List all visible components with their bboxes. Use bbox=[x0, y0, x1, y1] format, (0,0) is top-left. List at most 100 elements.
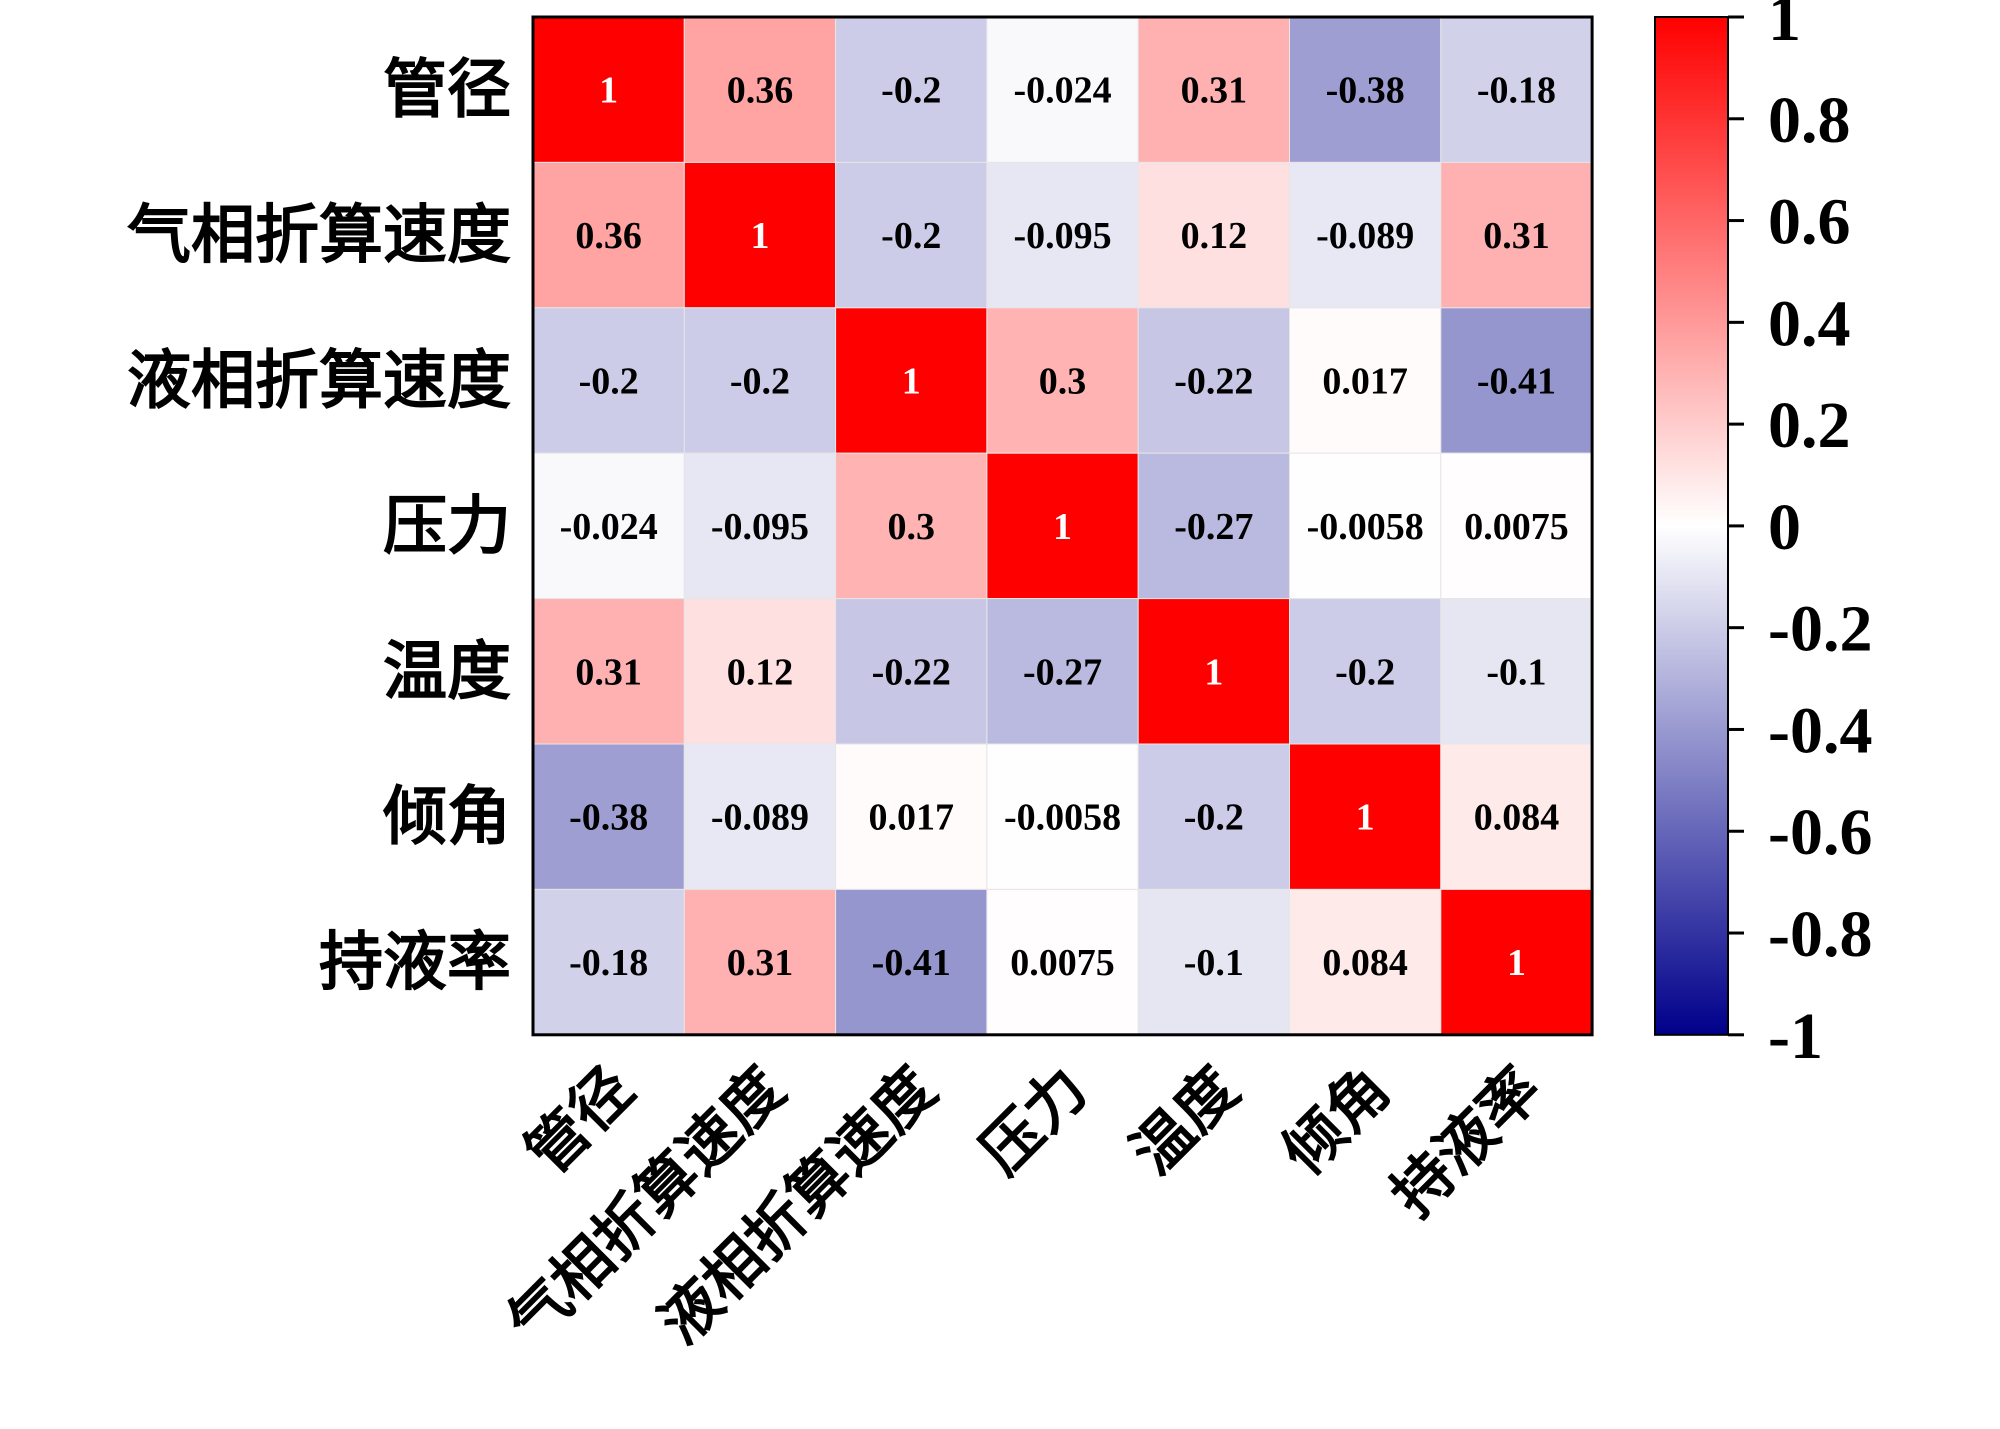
heatmap-cell bbox=[532, 452, 685, 600]
cell-value-label: 0.36 bbox=[575, 215, 642, 257]
heatmap-cell bbox=[532, 888, 685, 1036]
heatmap-cell bbox=[986, 16, 1139, 163]
heatmap-cell bbox=[835, 888, 988, 1036]
colorbar-tick-label: -0.6 bbox=[1768, 796, 1872, 869]
cell-value-label: -0.27 bbox=[1174, 506, 1253, 548]
heatmap-cell bbox=[532, 16, 685, 163]
cell-value-label: -0.22 bbox=[872, 651, 951, 693]
cell-value-label: -0.024 bbox=[1013, 70, 1111, 112]
cell-value-label: -0.38 bbox=[1326, 70, 1405, 112]
heatmap-cell bbox=[1137, 16, 1290, 163]
cell-value-label: 0.0075 bbox=[1010, 942, 1115, 984]
heatmap-cell bbox=[1440, 598, 1593, 745]
heatmap-cell bbox=[1289, 161, 1442, 309]
heatmap-cell bbox=[1440, 16, 1593, 163]
colorbar-tick-label: 0.2 bbox=[1768, 389, 1851, 462]
cell-value-label: -0.1 bbox=[1486, 651, 1546, 693]
cell-value-label: -0.41 bbox=[1477, 361, 1556, 403]
cell-value-label: -0.27 bbox=[1023, 651, 1102, 693]
colorbar-tick-label: -0.8 bbox=[1768, 898, 1872, 971]
heatmap-cell bbox=[1289, 888, 1442, 1036]
cell-value-label: -0.2 bbox=[579, 361, 639, 403]
cell-value-label: -0.2 bbox=[1184, 797, 1244, 839]
heatmap-cell bbox=[986, 307, 1139, 454]
cell-value-label: 0.0075 bbox=[1464, 506, 1569, 548]
colorbar-tick-label: -0.4 bbox=[1768, 694, 1872, 767]
cell-value-label: -0.089 bbox=[1316, 215, 1414, 257]
cell-value-label: 0.12 bbox=[727, 651, 794, 693]
heatmap-cell bbox=[835, 743, 988, 890]
cell-value-label: -0.2 bbox=[1335, 651, 1395, 693]
cell-value-label: 1 bbox=[1204, 651, 1223, 693]
heatmap-cell bbox=[683, 16, 837, 163]
column-label: 温度 bbox=[1118, 1054, 1252, 1188]
cell-value-label: 0.12 bbox=[1181, 215, 1248, 257]
cell-value-label: -0.095 bbox=[1013, 215, 1111, 257]
cell-value-label: -0.2 bbox=[881, 70, 941, 112]
cell-value-label: 1 bbox=[599, 70, 618, 112]
cell-value-label: 0.084 bbox=[1322, 942, 1408, 984]
heatmap-cell bbox=[1289, 307, 1442, 454]
cell-value-label: 0.36 bbox=[727, 70, 794, 112]
colorbar-tick-label: 1 bbox=[1768, 0, 1801, 55]
column-label: 管径 bbox=[513, 1054, 647, 1188]
column-label: 持液率 bbox=[1378, 1054, 1555, 1231]
column-label: 压力 bbox=[967, 1054, 1101, 1188]
heatmap-cell bbox=[835, 598, 988, 745]
cell-value-label: -0.18 bbox=[1477, 70, 1556, 112]
colorbar-tick-label: 0 bbox=[1768, 491, 1801, 564]
colorbar-tick-label: 0.4 bbox=[1768, 287, 1851, 360]
cell-value-label: 0.017 bbox=[1322, 361, 1408, 403]
heatmap-cell bbox=[1440, 743, 1593, 890]
row-label: 液相折算速度 bbox=[127, 345, 511, 419]
heatmap-cell bbox=[835, 307, 988, 454]
heatmap-cell bbox=[1137, 888, 1290, 1036]
cell-value-label: 0.31 bbox=[727, 942, 794, 984]
row-label: 管径 bbox=[383, 54, 511, 128]
heatmap-cell bbox=[835, 161, 988, 309]
heatmap-cell bbox=[1137, 743, 1290, 890]
cell-value-label: -0.1 bbox=[1184, 942, 1244, 984]
colorbar-tick-label: -0.2 bbox=[1768, 593, 1872, 666]
heatmap-cell bbox=[683, 743, 837, 890]
cell-value-label: -0.18 bbox=[569, 942, 648, 984]
cell-value-label: 0.31 bbox=[1181, 70, 1248, 112]
cell-value-label: 0.31 bbox=[1483, 215, 1550, 257]
heatmap-cell bbox=[1440, 452, 1593, 600]
colorbar-tick-label: 0.6 bbox=[1768, 186, 1851, 259]
row-label: 倾角 bbox=[382, 781, 511, 855]
heatmap-cells: 1 0.36 -0.2 -0.024 0.31 -0.38 -0.180.36 1 -0.2 -0… bbox=[532, 16, 1593, 1036]
cell-value-label: -0.089 bbox=[711, 797, 809, 839]
heatmap-cell bbox=[532, 598, 685, 745]
row-label: 压力 bbox=[383, 490, 511, 564]
colorbar: 1 0.8 0.6 0.4 0.2 0 -0.2 -0.4 -0.6 -0.8 -1 bbox=[1654, 0, 1872, 1073]
heatmap-cell bbox=[1440, 307, 1593, 454]
cell-value-label: -0.2 bbox=[730, 361, 790, 403]
heatmap-cell bbox=[1440, 888, 1593, 1036]
cell-value-label: 0.31 bbox=[575, 651, 642, 693]
cell-value-label: 0.084 bbox=[1474, 797, 1560, 839]
cell-value-label: 0.3 bbox=[888, 506, 936, 548]
cell-value-label: 0.3 bbox=[1039, 361, 1087, 403]
heatmap-cell bbox=[986, 452, 1139, 600]
heatmap-cell bbox=[683, 888, 837, 1036]
cell-value-label: 1 bbox=[1053, 506, 1072, 548]
column-label: 倾角 bbox=[1269, 1054, 1404, 1189]
cell-value-label: -0.0058 bbox=[1004, 797, 1121, 839]
heatmap-frame bbox=[531, 15, 1594, 1037]
heatmap-cell bbox=[1137, 307, 1290, 454]
heatmap-cell bbox=[1289, 452, 1442, 600]
heatmap-cell bbox=[1289, 598, 1442, 745]
row-label: 气相折算速度 bbox=[127, 199, 511, 273]
cell-value-label: 1 bbox=[902, 361, 921, 403]
cell-value-label: -0.38 bbox=[569, 797, 648, 839]
cell-value-label: -0.0058 bbox=[1307, 506, 1424, 548]
colorbar-gradient bbox=[1654, 16, 1729, 1036]
cell-value-label: -0.2 bbox=[881, 215, 941, 257]
colorbar-tick-label: 0.8 bbox=[1768, 84, 1851, 157]
cell-value-label: -0.095 bbox=[711, 506, 809, 548]
